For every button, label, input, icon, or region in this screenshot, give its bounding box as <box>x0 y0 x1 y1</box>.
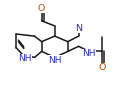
Text: NH: NH <box>82 49 96 58</box>
Text: O: O <box>99 63 106 73</box>
Text: NH: NH <box>18 54 32 63</box>
Text: N: N <box>75 24 82 33</box>
Text: O: O <box>38 4 45 13</box>
Text: NH: NH <box>48 56 62 65</box>
